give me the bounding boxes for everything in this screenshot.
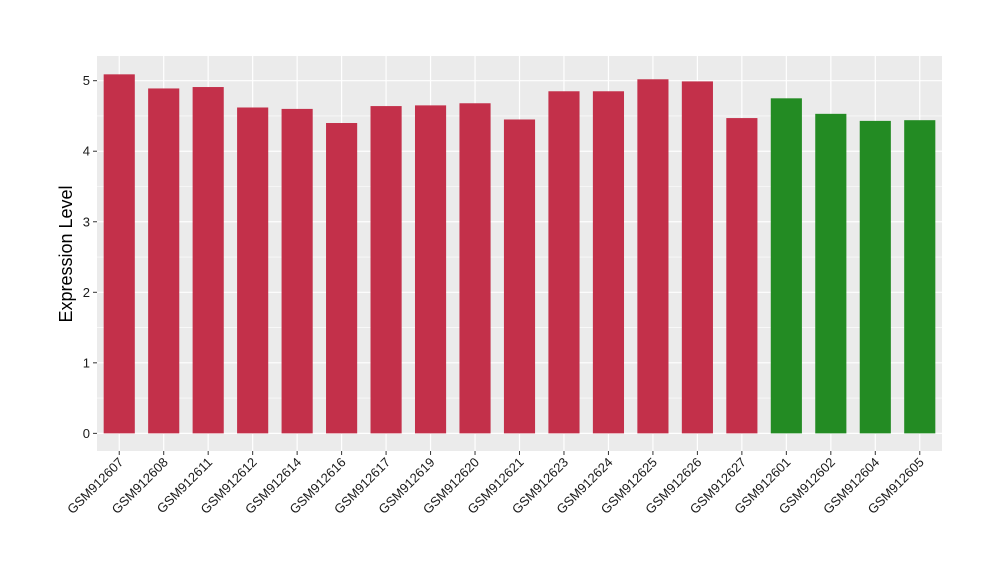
bar-GSM912623 bbox=[548, 91, 580, 434]
bar-GSM912604 bbox=[859, 120, 891, 434]
bar-GSM912617 bbox=[370, 106, 402, 434]
y-axis-title: Expression Level bbox=[56, 185, 76, 322]
bar-GSM912619 bbox=[414, 105, 447, 434]
bar-GSM912627 bbox=[726, 118, 758, 434]
bar-GSM912624 bbox=[592, 91, 625, 434]
bar-GSM912614 bbox=[281, 108, 313, 434]
bar-GSM912611 bbox=[192, 87, 224, 434]
y-tick-label: 2 bbox=[83, 285, 90, 300]
x-axis: GSM912607GSM912608GSM912611GSM912612GSM9… bbox=[64, 451, 927, 517]
bar-GSM912601 bbox=[770, 98, 802, 434]
bar-GSM912625 bbox=[637, 79, 669, 434]
bar-GSM912605 bbox=[904, 120, 936, 434]
y-tick-label: 3 bbox=[83, 214, 90, 229]
bar-GSM912612 bbox=[237, 107, 269, 434]
bar-GSM912626 bbox=[681, 81, 713, 434]
y-tick-label: 0 bbox=[83, 426, 90, 441]
y-tick-label: 4 bbox=[83, 144, 90, 159]
bars bbox=[103, 74, 936, 434]
y-tick-label: 1 bbox=[83, 355, 90, 370]
bar-GSM912621 bbox=[503, 119, 536, 434]
bar-GSM912608 bbox=[148, 88, 180, 434]
bar-GSM912620 bbox=[459, 103, 491, 434]
bar-GSM912607 bbox=[103, 74, 135, 434]
y-axis: 0 1 2 3 4 5 bbox=[83, 73, 97, 441]
bar-GSM912602 bbox=[815, 113, 847, 434]
y-tick-label: 5 bbox=[83, 73, 90, 88]
bar-GSM912616 bbox=[326, 123, 358, 434]
